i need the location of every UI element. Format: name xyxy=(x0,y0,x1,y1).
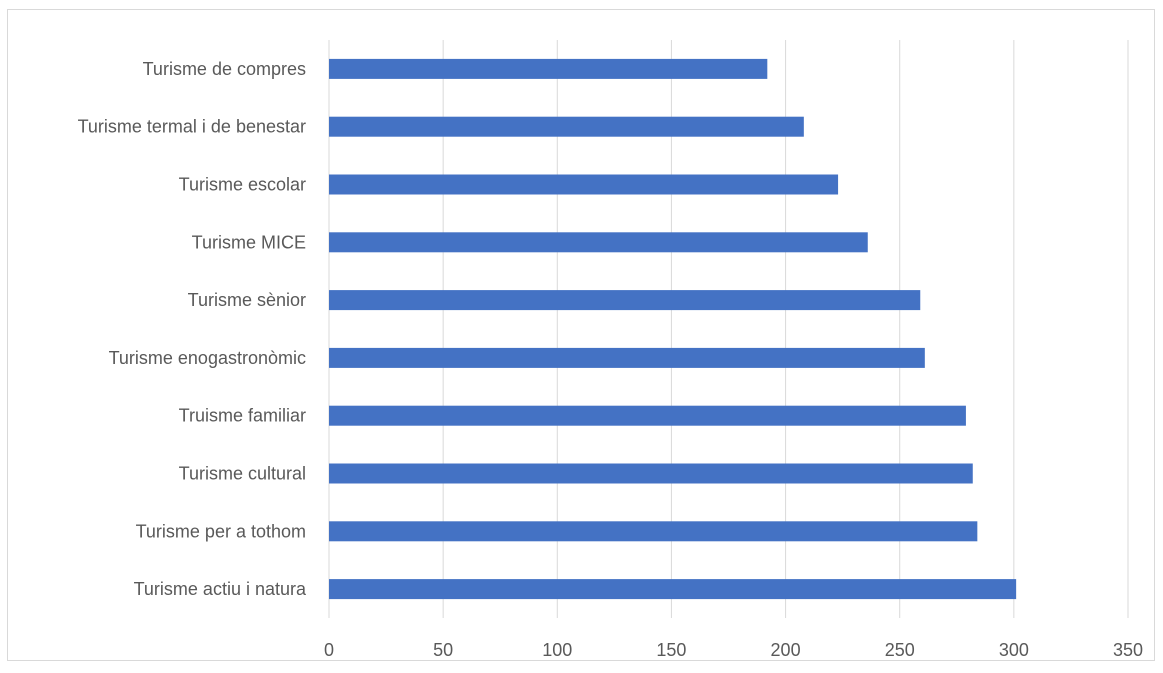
bar xyxy=(329,232,868,253)
x-tick-label: 350 xyxy=(1113,640,1143,660)
bar xyxy=(329,405,966,426)
category-label: Truisme familiar xyxy=(179,406,306,426)
category-labels: Turisme actiu i natura Turisme per a toth… xyxy=(78,59,307,599)
x-tick-labels: 0 50 100 150 200 250 300 350 xyxy=(324,640,1143,660)
bars xyxy=(329,58,1017,600)
category-label: Turisme sènior xyxy=(188,290,306,310)
bar xyxy=(329,116,804,137)
category-label: Turisme actiu i natura xyxy=(134,579,307,599)
category-label: Turisme per a tothom xyxy=(136,521,306,541)
x-tick-label: 0 xyxy=(324,640,334,660)
x-tick-label: 300 xyxy=(999,640,1029,660)
x-tick-label: 150 xyxy=(656,640,686,660)
bar xyxy=(329,347,925,368)
x-tick-label: 200 xyxy=(771,640,801,660)
bar xyxy=(329,579,1017,600)
category-label: Turisme MICE xyxy=(192,232,306,252)
bar xyxy=(329,290,921,311)
category-label: Turisme escolar xyxy=(179,175,306,195)
x-tick-label: 100 xyxy=(542,640,572,660)
x-tick-label: 50 xyxy=(433,640,453,660)
bar xyxy=(329,463,973,484)
category-label: Turisme de compres xyxy=(143,59,306,79)
bar xyxy=(329,521,978,542)
bar xyxy=(329,174,839,195)
category-label: Turisme termal i de benestar xyxy=(78,117,306,137)
category-label: Turisme cultural xyxy=(179,464,306,484)
x-tick-label: 250 xyxy=(885,640,915,660)
bar xyxy=(329,58,768,79)
category-label: Turisme enogastronòmic xyxy=(109,348,306,368)
